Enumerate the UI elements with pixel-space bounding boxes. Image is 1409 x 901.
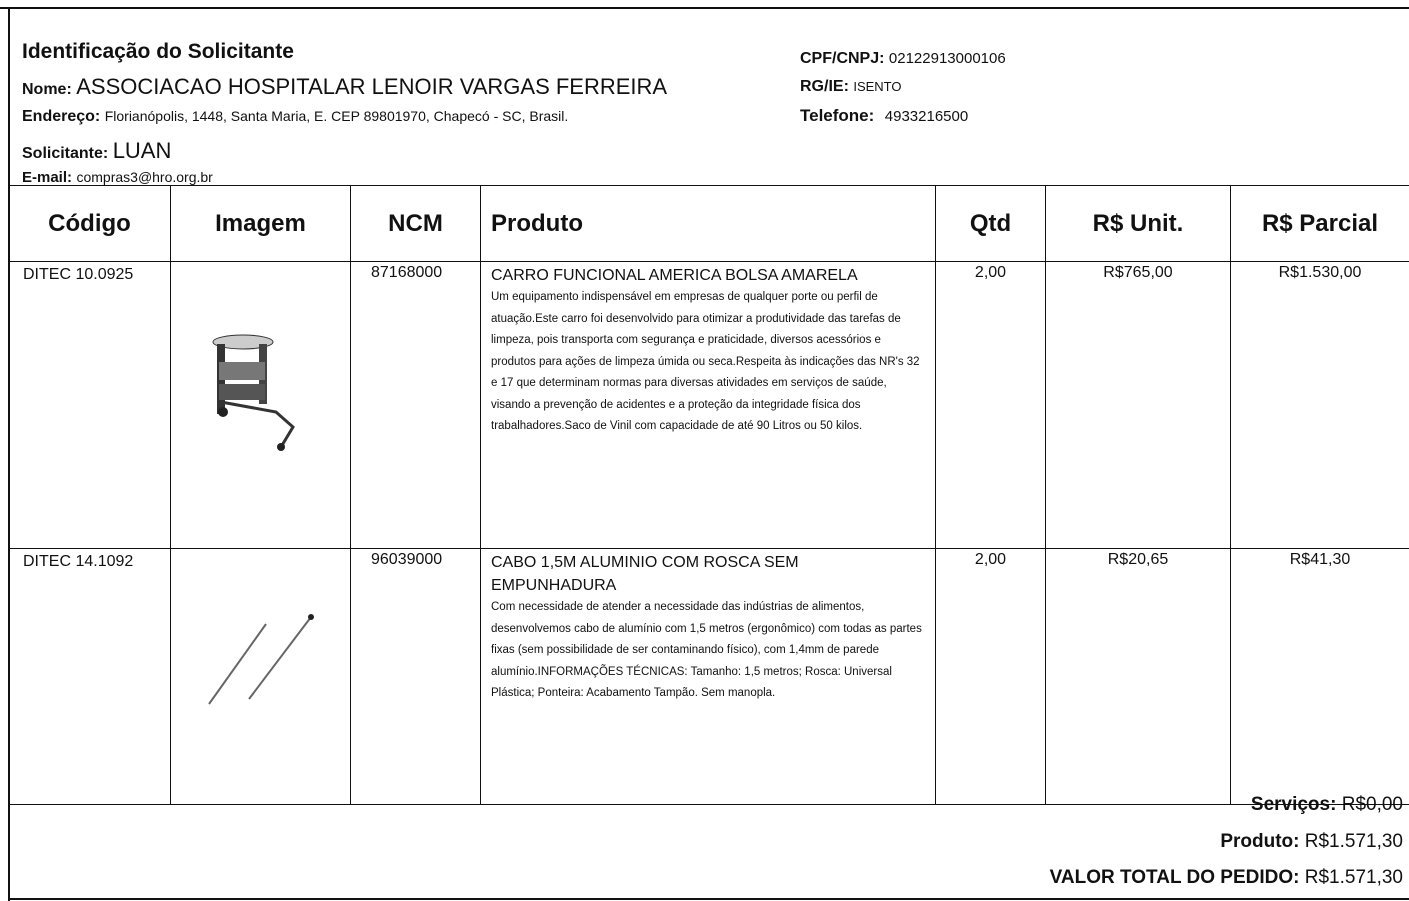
total-line: Serviços: R$0,00 (1251, 794, 1403, 816)
code: DITEC 10.0925 (8, 261, 171, 549)
product-description: Com necessidade de atender a necessidade… (491, 601, 922, 699)
total-line: VALOR TOTAL DO PEDIDO: R$1.571,30 (1050, 867, 1403, 889)
value: 4933216500 (884, 108, 969, 125)
header-cell: R$ Unit. (1045, 185, 1231, 262)
label: E-mail: (22, 169, 73, 186)
qty: 2,00 (935, 548, 1046, 805)
product-name: CABO 1,5M ALUMINIO COM ROSCA SEM EMPUNHA… (491, 554, 799, 594)
label: RG/IE: (800, 78, 849, 95)
bottom-rule (8, 898, 1409, 900)
ncm: 96039000 (350, 548, 481, 805)
requester-field: Solicitante: LUAN (22, 138, 171, 164)
header-cell: R$ Parcial (1230, 185, 1409, 262)
item-row: DITEC 14.1092 96039000 CABO 1,5M ALUMINI… (8, 548, 1409, 805)
product-cell: CABO 1,5M ALUMINIO COM ROSCA SEM EMPUNHA… (480, 548, 936, 805)
header-cell: Qtd (935, 185, 1046, 262)
top-rule (0, 7, 1409, 9)
product-description: Um equipamento indispensável em empresas… (491, 291, 920, 432)
rg-field: RG/IE: ISENTO (800, 78, 902, 96)
label: Solicitante: (22, 145, 109, 162)
cnpj-field: CPF/CNPJ: 02122913000106 (800, 50, 1006, 68)
partial-price: R$1.530,00 (1230, 261, 1409, 549)
qty: 2,00 (935, 261, 1046, 549)
code: DITEC 14.1092 (8, 548, 171, 805)
label: CPF/CNPJ: (800, 50, 885, 67)
product-cell: CARRO FUNCIONAL AMERICA BOLSA AMARELA Um … (480, 261, 936, 549)
header-cell: Imagem (170, 185, 351, 262)
email-field: E-mail: compras3@hro.org.br (22, 169, 213, 187)
value: R$1.571,30 (1304, 867, 1403, 888)
product-image (208, 614, 314, 705)
image-cell (170, 548, 351, 805)
value: R$0,00 (1341, 794, 1403, 815)
label: Endereço: (22, 108, 101, 125)
total-line: Produto: R$1.571,30 (1220, 831, 1403, 853)
unit-price: R$20,65 (1045, 548, 1231, 805)
value: compras3@hro.org.br (76, 169, 213, 185)
label: Serviços: (1250, 794, 1337, 815)
header-cell: Código (8, 185, 171, 262)
value: LUAN (112, 138, 172, 163)
ncm: 87168000 (350, 261, 481, 549)
value: R$1.571,30 (1304, 831, 1403, 852)
label: VALOR TOTAL DO PEDIDO: (1049, 867, 1300, 888)
partial-price: R$41,30 (1230, 548, 1409, 805)
section-title: Identificação do Solicitante (22, 40, 294, 63)
label: Telefone: (800, 106, 875, 125)
value: 02122913000106 (888, 50, 1006, 67)
value: ISENTO (853, 79, 902, 94)
value: ASSOCIACAO HOSPITALAR LENOIR VARGAS FERR… (76, 74, 668, 99)
address-field: Endereço: Florianópolis, 1448, Santa Mar… (22, 108, 568, 126)
name-field: Nome: ASSOCIACAO HOSPITALAR LENOIR VARGA… (22, 74, 667, 100)
item-row: DITEC 10.0925 87168000 CARRO FUNCIONAL A… (8, 261, 1409, 549)
header-cell: NCM (350, 185, 481, 262)
product-name: CARRO FUNCIONAL AMERICA BOLSA AMARELA (491, 267, 858, 284)
header-row: Código Imagem NCM Produto Qtd R$ Unit. R… (8, 185, 1409, 262)
unit-price: R$765,00 (1045, 261, 1231, 549)
label: Nome: (22, 81, 72, 98)
items-table: Código Imagem NCM Produto Qtd R$ Unit. R… (8, 185, 1409, 805)
image-cell (170, 261, 351, 549)
phone-field: Telefone: 4933216500 (800, 106, 968, 126)
product-image (212, 334, 295, 451)
value: Florianópolis, 1448, Santa Maria, E. CEP… (104, 108, 569, 124)
label: Produto: (1220, 831, 1300, 852)
header-cell: Produto (480, 185, 936, 262)
